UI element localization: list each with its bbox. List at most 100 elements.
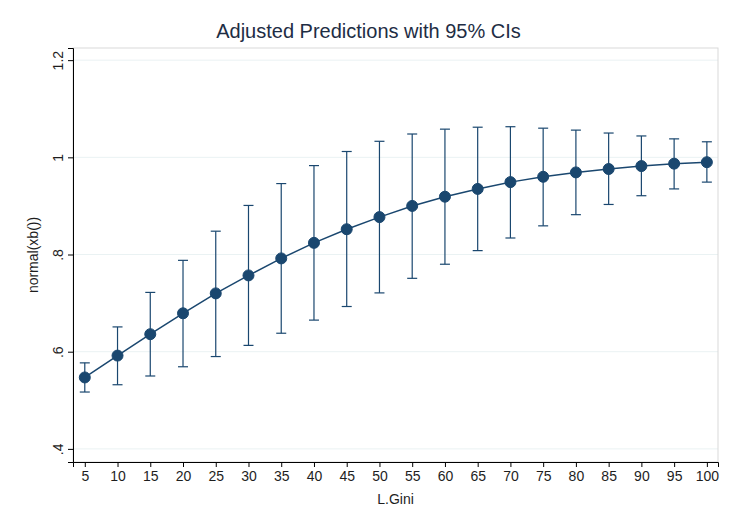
x-tick-mark (674, 462, 675, 467)
marker (701, 157, 712, 168)
x-tick: 30 (241, 462, 257, 484)
marker (79, 372, 90, 383)
x-tick-mark (543, 462, 544, 467)
y-tick-mark (68, 255, 73, 256)
plot-frame (73, 48, 718, 462)
x-tick: 35 (274, 462, 290, 484)
error-bar-cap-upper (440, 129, 450, 130)
grid (73, 60, 718, 449)
error-bar-cap-upper (342, 151, 352, 152)
x-tick: 65 (470, 462, 486, 484)
error-bars (80, 127, 712, 392)
error-bar-cap-lower (113, 384, 123, 385)
error-bar (243, 205, 253, 345)
x-tick-mark (85, 462, 86, 467)
grid-line (73, 448, 718, 449)
error-bar-cap-lower (243, 345, 253, 346)
x-tick: 85 (601, 462, 617, 484)
x-tick: 100 (696, 462, 720, 484)
error-bar-cap-upper (505, 126, 515, 127)
error-bar (113, 327, 123, 385)
x-tick-label: 85 (601, 468, 617, 484)
marker (374, 212, 385, 223)
title: Adjusted Predictions with 95% CIs (216, 20, 521, 42)
x-axis-line (74, 463, 719, 468)
error-bar (636, 136, 646, 196)
error-bar-cap-upper (178, 260, 188, 261)
error-bar-cap-lower (145, 375, 155, 376)
error-bar (669, 139, 679, 189)
x-tick-mark (445, 462, 446, 467)
marker (407, 200, 418, 211)
marker (570, 167, 581, 178)
x-tick-label: 40 (307, 468, 323, 484)
error-bar-cap-upper (80, 362, 90, 363)
y-tick-label: .8 (50, 249, 66, 261)
error-bar-cap-upper (669, 138, 679, 139)
markers (79, 157, 712, 383)
x-tick: 90 (634, 462, 650, 484)
y-tick-label: 1 (50, 154, 66, 162)
error-bar (211, 231, 221, 356)
marker (505, 177, 516, 188)
error-bar-cap-lower (571, 214, 581, 215)
chart: 5101520253035404550556065707580859095100… (0, 0, 737, 532)
x-tick-mark (576, 462, 577, 467)
error-bar-cap-upper (538, 128, 548, 129)
x-tick-label: 25 (208, 468, 224, 484)
grid-line (73, 351, 718, 352)
error-bar-cap-upper (473, 127, 483, 128)
x-tick-label: 35 (274, 468, 290, 484)
error-bar (309, 166, 319, 321)
y-axis-line (68, 49, 74, 463)
x-tick-mark (183, 462, 184, 467)
error-bar (505, 127, 515, 238)
error-bar (604, 133, 614, 204)
x-tick: 20 (176, 462, 192, 484)
error-bar (473, 127, 483, 250)
x-tick: 60 (438, 462, 454, 484)
x-tick: 70 (503, 462, 519, 484)
x-tick-label: 70 (503, 468, 519, 484)
error-bar-cap-upper (636, 135, 646, 136)
error-bar-cap-lower (604, 204, 614, 205)
y-tick: 1.2 (50, 51, 73, 71)
marker (308, 237, 319, 248)
error-bar-cap-lower (538, 225, 548, 226)
error-bar-cap-lower (309, 320, 319, 321)
marker (439, 191, 450, 202)
x-tick-mark (150, 462, 151, 467)
y-tick-mark (68, 352, 73, 353)
error-bar-cap-lower (440, 264, 450, 265)
error-bar-cap-lower (342, 306, 352, 307)
x-tick-label: 100 (696, 468, 720, 484)
marker (243, 270, 254, 281)
x-tick-label: 60 (438, 468, 454, 484)
x-tick: 95 (667, 462, 683, 484)
x-tick: 10 (110, 462, 126, 484)
error-bar-cap-upper (211, 231, 221, 232)
plot: 5101520253035404550556065707580859095100… (50, 48, 719, 484)
x-tick: 55 (405, 462, 421, 484)
error-bar-cap-lower (276, 333, 286, 334)
x-tick-label: 50 (372, 468, 388, 484)
x-tick-label: 10 (110, 468, 126, 484)
x-tick-mark (248, 462, 249, 467)
x-axis-title: L.Gini (377, 491, 414, 507)
error-bar-cap-upper (604, 132, 614, 133)
x-tick-mark (707, 462, 708, 467)
error-bar-cap-lower (80, 391, 90, 392)
x-tick-label: 45 (339, 468, 355, 484)
error-bar (440, 129, 450, 264)
x-tick-mark (118, 462, 119, 467)
x-tick-mark (478, 462, 479, 467)
x-tick-mark (281, 462, 282, 467)
marker (341, 224, 352, 235)
error-bar-cap-lower (178, 366, 188, 367)
grid-line (73, 157, 718, 158)
error-bar (276, 184, 286, 334)
error-bar-cap-upper (571, 130, 581, 131)
marker (636, 161, 647, 172)
plot-area (73, 48, 718, 462)
error-bar-cap-lower (473, 250, 483, 251)
